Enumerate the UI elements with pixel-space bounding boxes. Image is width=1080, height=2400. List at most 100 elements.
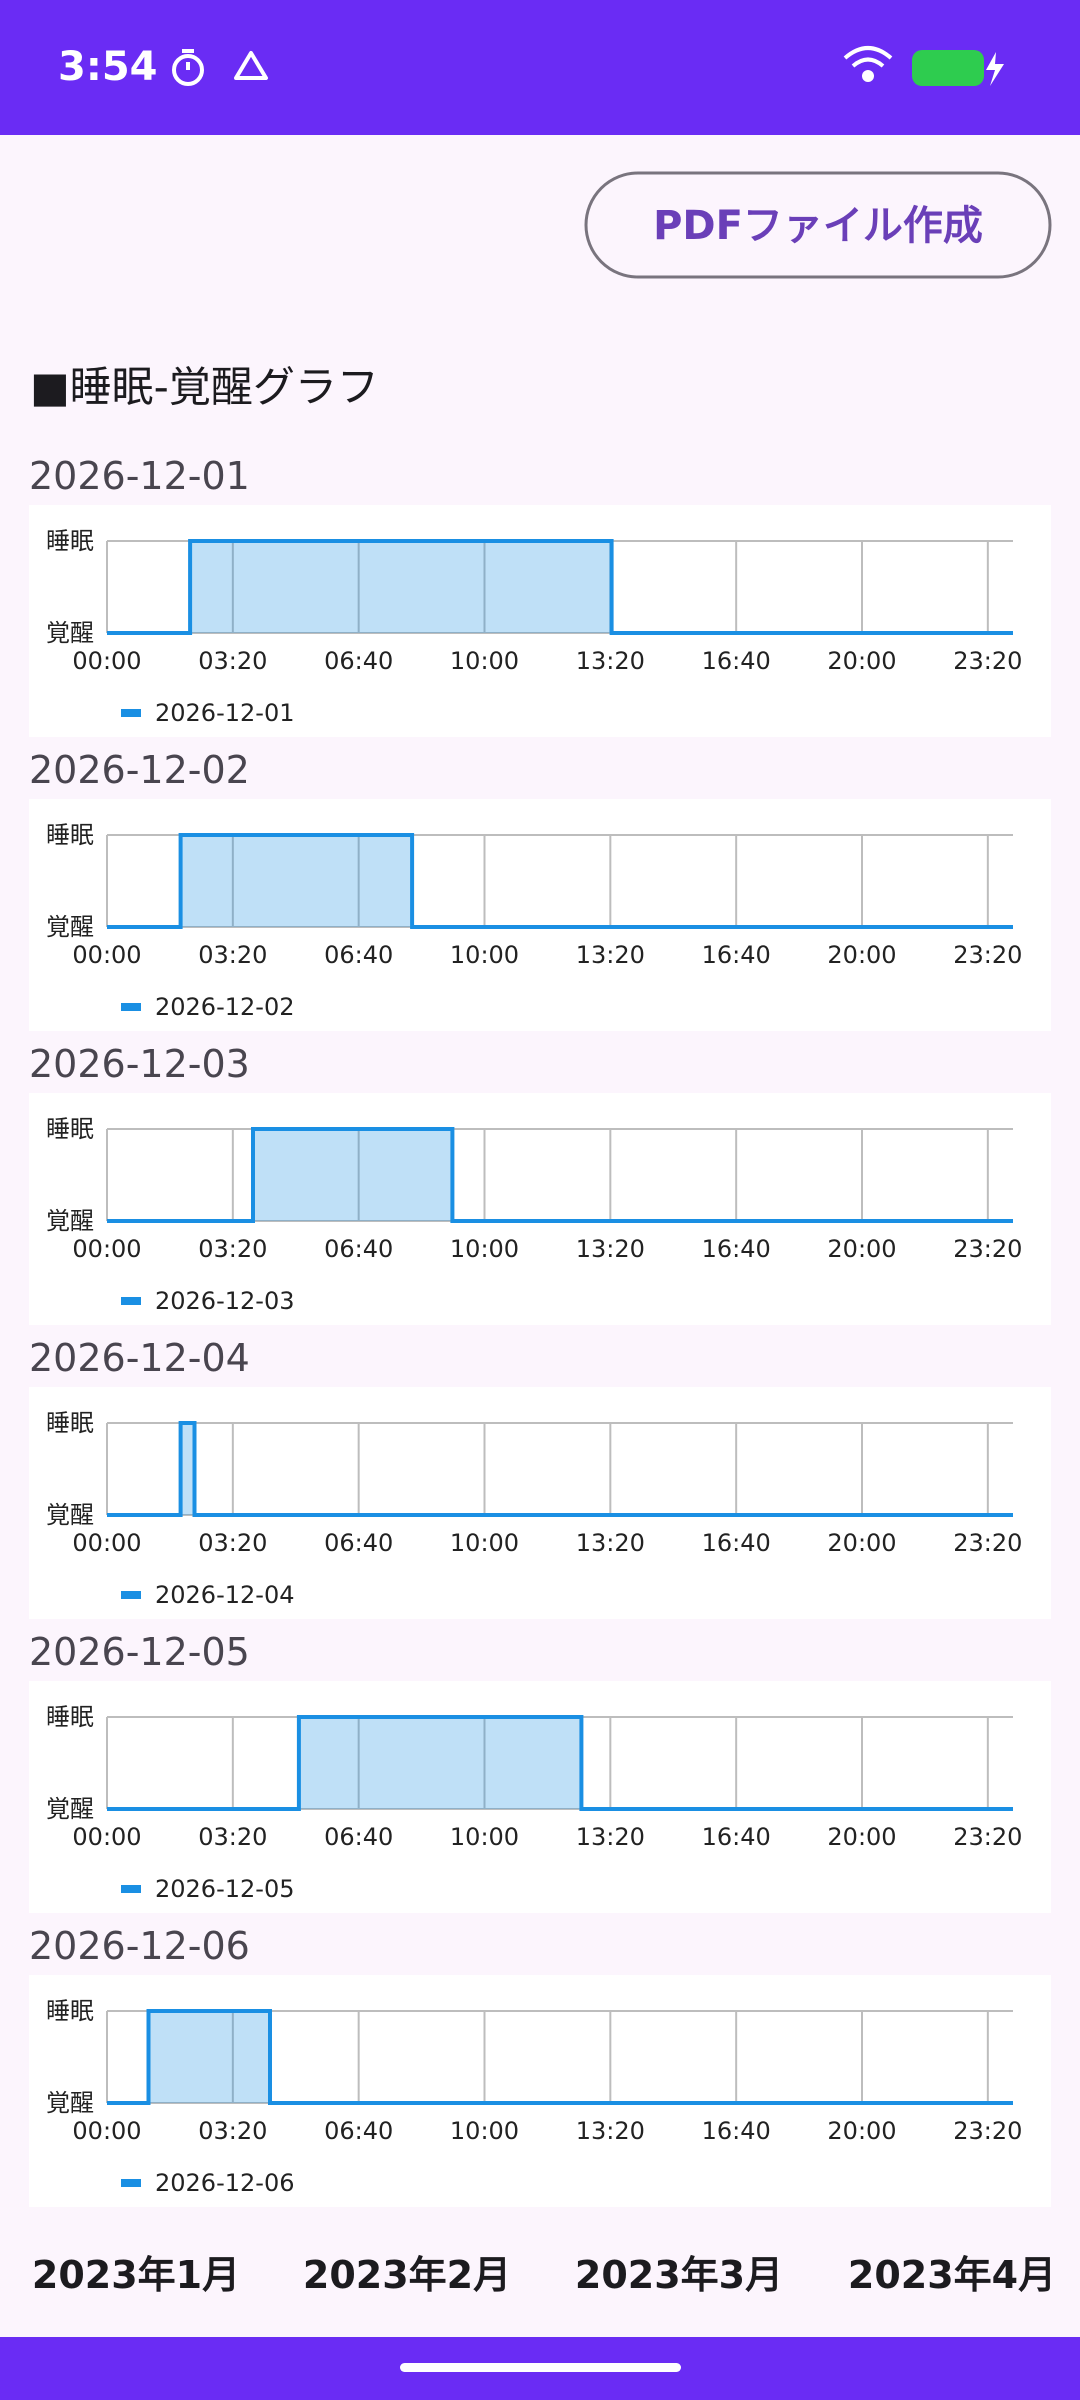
legend-label: 2026-12-05 [155,1875,294,1903]
x-tick-label: 13:20 [576,2117,645,2145]
x-tick-label: 10:00 [450,2117,519,2145]
sleep-line [107,1421,1013,1517]
y-tick-label: 覚醒 [46,2089,94,2117]
wifi-arc [843,46,893,60]
month-tab[interactable]: 2023年3月 [575,2253,783,2297]
pdf-button[interactable]: PDFファイル作成 [584,171,1052,279]
sleep-chart: 2026-12-01 覚醒 睡眠 00:00 03:20 06:40 10:00 13:20 1… [29,454,1051,737]
x-tick-label: 00:00 [72,1823,141,1851]
y-tick-label: 覚醒 [46,619,94,647]
x-tick-label: 23:20 [953,941,1022,969]
legend-label: 2026-12-03 [155,1287,294,1315]
legend-swatch [121,1003,141,1011]
x-tick-label: 20:00 [827,1235,896,1263]
chart-card [29,1975,1051,2207]
x-tick-label: 06:40 [324,941,393,969]
x-tick-label: 16:40 [702,1235,771,1263]
chart-title: 2026-12-01 [29,454,250,498]
x-tick-label: 10:00 [450,941,519,969]
x-tick-label: 10:00 [450,647,519,675]
y-tick-label: 睡眠 [46,1115,94,1143]
x-tick-label: 06:40 [324,1529,393,1557]
x-tick-label: 20:00 [827,1823,896,1851]
x-tick-label: 10:00 [450,1529,519,1557]
x-tick-label: 06:40 [324,1823,393,1851]
legend-swatch [121,2179,141,2187]
x-tick-label: 23:20 [953,1823,1022,1851]
month-tab[interactable]: 2023年1月 [32,2253,240,2297]
x-tick-label: 03:20 [198,1235,267,1263]
x-tick-label: 20:00 [827,2117,896,2145]
sleep-chart: 2026-12-04 覚醒 睡眠 00:00 03:20 06:40 10:00 13:20 1… [29,1336,1051,1619]
x-tick-label: 16:40 [702,647,771,675]
x-tick-label: 06:40 [324,1235,393,1263]
button-outline [584,171,1052,279]
legend-swatch [121,1885,141,1893]
timer-icon [172,54,204,86]
y-tick-label: 睡眠 [46,1409,94,1437]
x-tick-label: 03:20 [198,1529,267,1557]
x-tick-label: 16:40 [702,2117,771,2145]
x-tick-label: 10:00 [450,1235,519,1263]
sleep-chart: 2026-12-02 覚醒 睡眠 00:00 03:20 06:40 10:00 13:20 1… [29,748,1051,1031]
status-time: 3:54 [58,44,158,90]
month-tabs: 2023年1月 2023年2月 2023年3月 2023年4月 [32,2253,1056,2297]
wifi-dot [862,70,874,82]
sleep-chart: 2026-12-05 覚醒 睡眠 00:00 03:20 06:40 10:00 13:20 1… [29,1630,1051,1913]
chart-title: 2026-12-06 [29,1924,250,1968]
x-tick-label: 03:20 [198,2117,267,2145]
legend-swatch [121,709,141,717]
sleep-area [107,541,1013,633]
x-tick-label: 06:40 [324,647,393,675]
legend-swatch [121,1591,141,1599]
home-indicator [400,2363,681,2372]
legend-label: 2026-12-06 [155,2169,294,2197]
x-tick-label: 16:40 [702,941,771,969]
heading: ■睡眠-覚醒グラフ [30,363,379,412]
chart-card [29,1387,1051,1619]
chart-card [29,799,1051,1031]
chart-card [29,1681,1051,1913]
month-tab[interactable]: 2023年4月 [848,2253,1056,2297]
chart-title: 2026-12-03 [29,1042,250,1086]
x-tick-label: 13:20 [576,647,645,675]
chart-title: 2026-12-05 [29,1630,250,1674]
status-icons [172,46,893,86]
x-tick-label: 03:20 [198,941,267,969]
x-tick-label: 00:00 [72,2117,141,2145]
y-tick-label: 覚醒 [46,1207,94,1235]
month-tab[interactable]: 2023年2月 [303,2253,511,2297]
x-tick-label: 03:20 [198,647,267,675]
y-tick-label: 覚醒 [46,1501,94,1529]
charging-bolt [986,52,1004,86]
sleep-area [107,1129,1013,1221]
y-tick-label: 睡眠 [46,1703,94,1731]
y-tick-label: 睡眠 [46,821,94,849]
sleep-line [107,539,1013,635]
x-tick-label: 20:00 [827,1529,896,1557]
sleep-line [107,1715,1013,1811]
x-tick-label: 20:00 [827,647,896,675]
x-tick-label: 13:20 [576,1823,645,1851]
y-tick-label: 睡眠 [46,1997,94,2025]
sleep-area [107,2011,1013,2103]
x-tick-label: 23:20 [953,2117,1022,2145]
legend-label: 2026-12-01 [155,699,294,727]
sleep-chart: 2026-12-06 覚醒 睡眠 00:00 03:20 06:40 10:00 13:20 1… [29,1924,1051,2207]
legend-swatch [121,1297,141,1305]
chart-title: 2026-12-04 [29,1336,250,1380]
y-tick-label: 睡眠 [46,527,94,555]
x-tick-label: 00:00 [72,941,141,969]
chart-title: 2026-12-02 [29,748,250,792]
x-tick-label: 23:20 [953,1529,1022,1557]
x-tick-label: 13:20 [576,1235,645,1263]
x-tick-label: 10:00 [450,1823,519,1851]
y-tick-label: 覚醒 [46,913,94,941]
sleep-line [107,1127,1013,1223]
x-tick-label: 00:00 [72,1529,141,1557]
sleep-area [107,835,1013,927]
x-tick-label: 03:20 [198,1823,267,1851]
